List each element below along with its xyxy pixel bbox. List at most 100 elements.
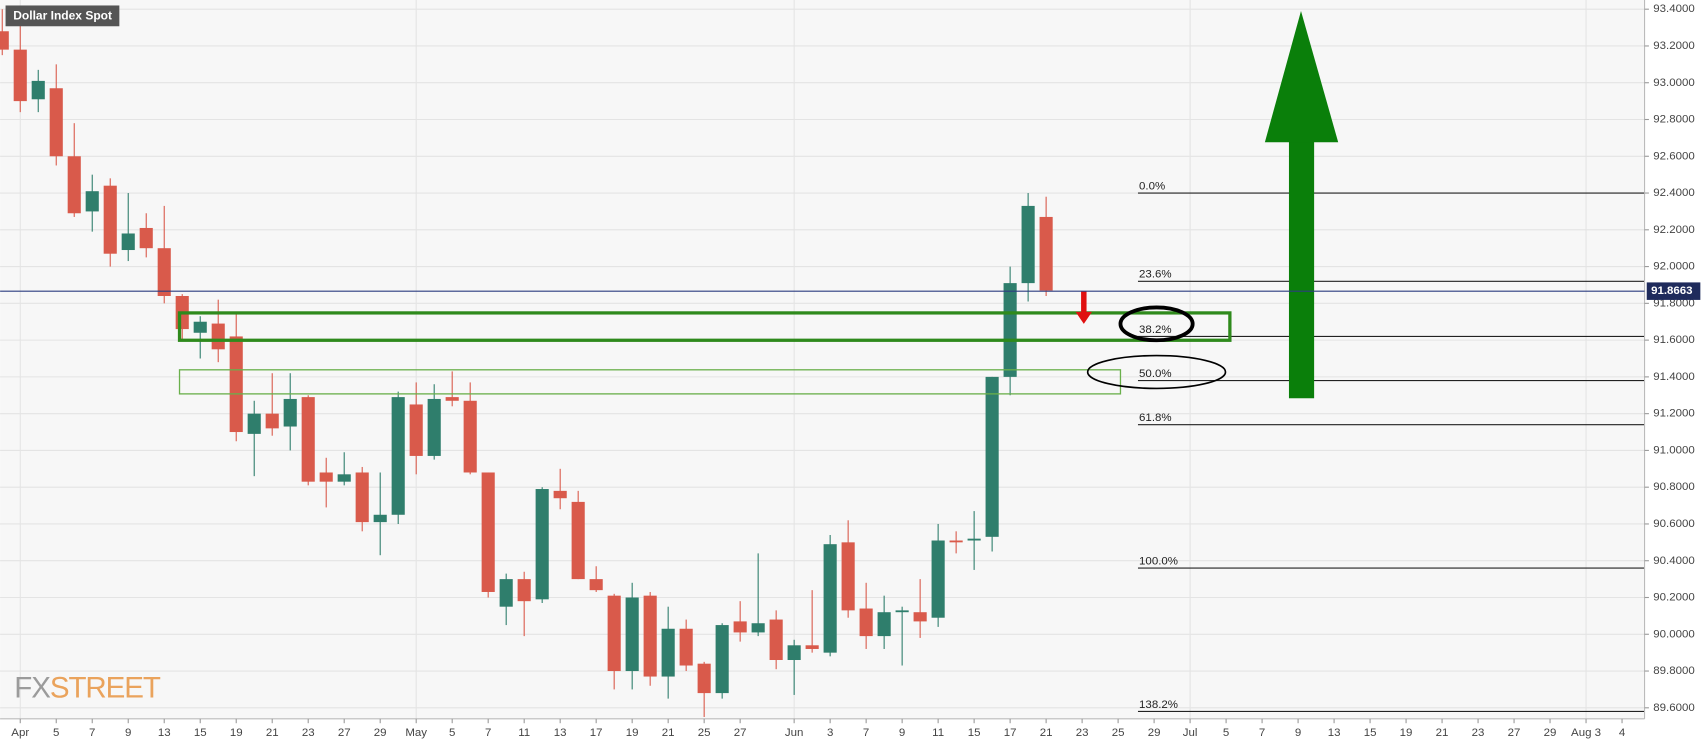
candle-body [661,628,675,677]
highlight-ellipse [1118,305,1195,343]
candle-body [49,88,63,157]
fib-label: 0.0% [1139,181,1165,193]
x-tick-label: 7 [1259,727,1265,739]
candle-body [463,400,477,473]
candle-body [13,49,27,102]
x-tick-label: 21 [1436,727,1449,739]
x-tick-label: 5 [449,727,455,739]
x-tick-label: Jun [785,727,804,739]
last-price-label: 91.8663 [1651,285,1692,297]
x-tick-label: 19 [230,727,243,739]
y-tick-label: 93.2000 [1653,40,1694,52]
candle-body [355,472,369,523]
candle-body [553,490,567,499]
candle-body [0,31,9,50]
down-arrow [1075,291,1093,324]
x-tick-label: 13 [1328,727,1341,739]
candle-body [535,489,549,600]
x-tick-label: Apr [11,727,29,739]
x-tick-label: Jul [1183,727,1198,739]
y-tick-label: 90.6000 [1653,518,1694,530]
candle-body [787,645,801,661]
candle-body [103,185,117,254]
candle-body [139,227,153,249]
x-tick-label: 29 [1544,727,1557,739]
y-tick-label: 90.8000 [1653,481,1694,493]
x-tick-label: 11 [518,727,530,739]
candle-body [301,397,315,482]
candle-body [931,540,945,618]
y-tick-label: 90.0000 [1653,628,1694,640]
candle-body [895,610,909,613]
y-tick-label: 90.4000 [1653,555,1694,567]
y-tick-label: 93.4000 [1653,3,1694,15]
candle-body [679,628,693,666]
y-tick-label: 90.2000 [1653,592,1694,604]
y-tick-label: 92.6000 [1653,150,1694,162]
candle-body [283,398,297,427]
candle-body [949,540,963,543]
x-tick-label: 13 [158,727,171,739]
candle-body [427,398,441,456]
x-tick-label: 19 [626,727,639,739]
candle-body [337,474,351,482]
logo: FXSTREET [14,671,161,704]
x-tick-label: 27 [338,727,351,739]
candle-body [229,336,243,433]
candle-body [67,156,81,214]
candle-body [31,80,45,100]
candle-body [121,233,135,251]
fib-label: 23.6% [1139,269,1172,281]
y-tick-label: 92.4000 [1653,187,1694,199]
x-tick-label: 25 [698,727,711,739]
x-tick-label: May [405,727,427,739]
x-tick-label: 15 [968,727,981,739]
fib-label: 138.2% [1139,699,1178,711]
x-tick-label: 15 [194,727,207,739]
x-tick-label: 27 [734,727,747,739]
y-tick-label: 91.4000 [1653,371,1694,383]
x-tick-label: 3 [827,727,833,739]
candle-body [913,612,927,622]
x-tick-label: 25 [1112,727,1125,739]
candles [0,9,1053,717]
axis-labels: 89.6000 89.8000 90.0000 90.2000 90.4000 90.60… [11,3,1694,739]
fib-label: 38.2% [1139,324,1172,336]
x-tick-label: 27 [1508,727,1521,739]
x-tick-label: 4 [1619,727,1626,739]
candle-body [481,472,495,592]
x-tick-label: 17 [590,727,603,739]
candle-body [589,579,603,591]
x-tick-label: 11 [932,727,944,739]
title-box [5,5,120,27]
fib-label: 61.8% [1139,412,1172,424]
x-tick-label: 7 [863,727,869,739]
y-tick-label: 91.2000 [1653,408,1694,420]
x-tick-label: 9 [1295,727,1301,739]
plot-background [0,0,1644,719]
y-tick-label: 91.6000 [1653,334,1694,346]
chart-title: Dollar Index Spot [13,9,112,23]
candle-body [391,397,405,515]
y-tick-label: 92.0000 [1653,261,1694,273]
y-tick-label: 93.0000 [1653,77,1694,89]
candle-body [607,595,621,672]
x-tick-label: 19 [1400,727,1413,739]
candle-body [373,514,387,523]
candle-body [409,404,423,456]
candle-body [517,579,531,602]
logo-street: STREET [50,671,161,704]
logo-fx: FX [14,671,51,704]
x-tick-label: 7 [485,727,491,739]
x-tick-label: 7 [89,727,95,739]
x-tick-label: 9 [899,727,905,739]
x-tick-label: 17 [1004,727,1017,739]
support-zone [178,369,1122,395]
highlight-ellipse [1086,354,1227,390]
candle-body [769,619,783,661]
x-tick-label: 21 [662,727,675,739]
fib-label: 100.0% [1139,556,1178,568]
candle-body [697,663,711,694]
fib-label: 50.0% [1139,368,1172,380]
